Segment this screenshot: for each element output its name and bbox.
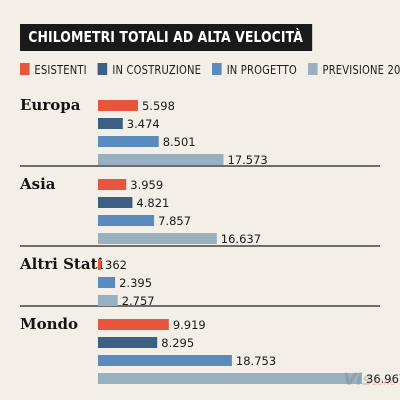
- legend-swatch-under-construction: [97, 63, 108, 75]
- legend-swatch-existing: [20, 63, 30, 75]
- value-label-mondo-in-costruzione: 8.295: [161, 336, 194, 350]
- bar-asia-previsione-2025: [98, 233, 217, 244]
- bar-mondo-in-costruzione: [98, 337, 158, 348]
- value-label-europa-esistenti: 5.598: [142, 99, 175, 113]
- bar-mondo-in-progetto: [98, 355, 232, 366]
- legend-label-forecast-2025: PREVISIONE 2025: [322, 61, 400, 77]
- bar-asia-in-progetto: [98, 215, 155, 226]
- watermark-logo: Viszone: [343, 370, 396, 390]
- chart-title: CHILOMETRI TOTALI AD ALTA VELOCITÀ: [20, 24, 313, 51]
- bar-europa-in-costruzione: [98, 118, 123, 129]
- value-label-altri-stati-in-progetto: 2.395: [119, 276, 152, 290]
- legend-label-planned: IN PROGETTO: [226, 61, 297, 77]
- bar-asia-esistenti: [98, 179, 127, 190]
- value-label-asia-in-costruzione: 4.821: [136, 196, 169, 210]
- legend-item-under-construction: IN COSTRUZIONE: [97, 61, 202, 77]
- value-label-altri-stati-previsione-2025: 2.757: [122, 294, 155, 308]
- legend-swatch-planned: [212, 63, 222, 75]
- legend-swatch-forecast-2025: [308, 63, 318, 75]
- legend-item-planned: IN PROGETTO: [212, 62, 297, 77]
- value-label-asia-previsione-2025: 16.637: [221, 232, 261, 246]
- bar-asia-in-costruzione: [98, 197, 133, 208]
- value-label-europa-in-costruzione: 3.474: [127, 117, 160, 131]
- value-label-mondo-previsione-2025: 36.967: [366, 372, 400, 386]
- value-label-asia-esistenti: 3.959: [130, 178, 163, 192]
- value-label-mondo-in-progetto: 18.753: [236, 354, 276, 368]
- legend-label-existing: ESISTENTI: [34, 61, 87, 77]
- value-label-europa-in-progetto: 8.501: [163, 135, 196, 149]
- bar-europa-previsione-2025: [98, 154, 224, 165]
- bar-mondo-previsione-2025: [98, 373, 362, 384]
- legend-item-existing: ESISTENTI: [20, 62, 87, 77]
- value-label-asia-in-progetto: 7.857: [158, 214, 191, 228]
- group-label-altri-stati: Altri Stati: [19, 255, 103, 273]
- bar-europa-in-progetto: [98, 136, 159, 147]
- bar-mondo-esistenti: [98, 319, 169, 330]
- bar-altri-stati-in-progetto: [98, 277, 116, 288]
- watermark-small: zone: [372, 377, 396, 388]
- group-label-asia: Asia: [19, 175, 56, 193]
- value-label-mondo-esistenti: 9.919: [173, 318, 206, 332]
- watermark-main: Vis: [343, 370, 373, 390]
- legend-item-forecast-2025: PREVISIONE 2025: [308, 62, 400, 77]
- value-label-altri-stati-esistenti: 362: [105, 258, 127, 272]
- group-label-europa: Europa: [20, 96, 81, 114]
- bar-altri-stati-esistenti: [98, 259, 101, 270]
- legend: ESISTENTI IN COSTRUZIONE IN PROGETTO PRE…: [20, 61, 400, 77]
- legend-label-under-construction: IN COSTRUZIONE: [112, 61, 202, 77]
- value-label-europa-previsione-2025: 17.573: [228, 153, 268, 167]
- bar-altri-stati-previsione-2025: [98, 295, 118, 306]
- bar-europa-esistenti: [98, 100, 138, 111]
- group-label-mondo: Mondo: [20, 315, 78, 333]
